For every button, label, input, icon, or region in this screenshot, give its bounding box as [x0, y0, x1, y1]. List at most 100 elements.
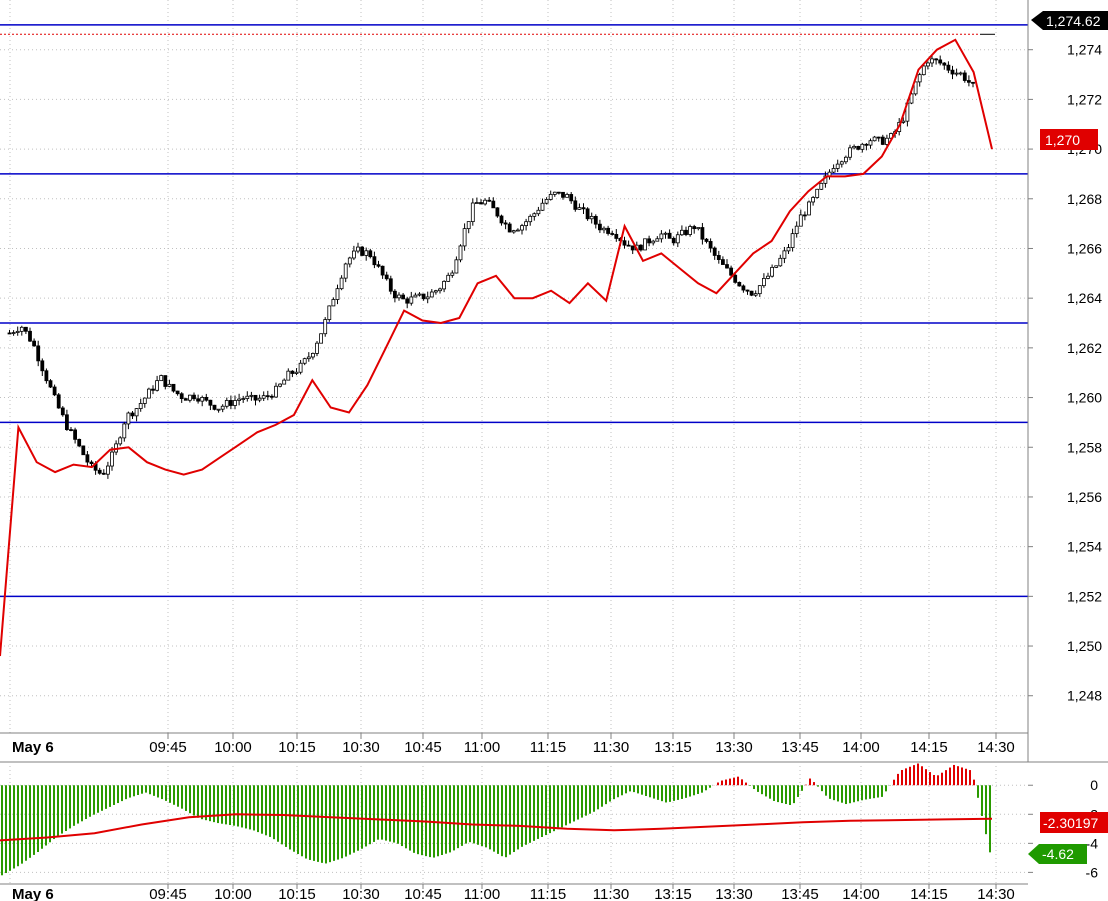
candle-body — [622, 240, 627, 246]
candle-body — [138, 403, 143, 409]
candle-body — [786, 247, 791, 252]
price-chart[interactable]: 1,248 1,250 1,252 1,254 1,256 1,258 1,260 1,262… — [0, 0, 1102, 762]
candle-body — [626, 244, 631, 247]
candle-body — [446, 274, 451, 282]
candle-body — [557, 191, 561, 194]
candle-body — [614, 233, 619, 239]
candle-body — [774, 265, 779, 268]
price-axis-label: 1,250 — [1067, 638, 1102, 654]
candle-body — [216, 408, 221, 411]
candle-body — [142, 397, 147, 404]
candle-body — [909, 93, 914, 104]
candle-body — [204, 397, 209, 401]
candle-body — [274, 385, 278, 398]
candle-body — [40, 360, 45, 372]
candle-body — [938, 59, 943, 64]
candle-body — [196, 398, 201, 402]
price-time-axis: May 6 09:45 10:00 10:15 10:30 10:45 11:00 11:15… — [0, 732, 1028, 756]
oscillator-time-label: 11:00 — [464, 886, 500, 901]
candle-body — [680, 229, 684, 236]
candle-body — [917, 74, 922, 83]
candle-body — [639, 244, 643, 251]
histogram-tag: -4.62 — [1028, 844, 1087, 864]
candle-body — [470, 202, 475, 223]
candle-body — [708, 241, 713, 249]
candle-body — [954, 72, 959, 75]
candle-body — [106, 465, 110, 475]
candle-body — [237, 398, 242, 401]
candle-body — [433, 290, 438, 293]
candle-body — [429, 291, 434, 298]
price-time-label: 14:15 — [910, 739, 948, 756]
candle-body — [848, 147, 852, 158]
candle-body — [192, 394, 196, 400]
price-time-label: 10:30 — [342, 739, 380, 756]
candle-body — [454, 259, 459, 274]
price-time-label: 11:30 — [593, 739, 629, 756]
price-axis-label: 1,256 — [1067, 489, 1102, 505]
candle-body — [544, 199, 549, 204]
candle-body — [347, 257, 352, 265]
price-axis[interactable]: 1,248 1,250 1,252 1,254 1,256 1,258 1,260 1,262… — [1027, 0, 1102, 762]
oscillator-time-label: 09:45 — [149, 886, 187, 901]
signal-tag-shape — [1040, 812, 1108, 833]
candle-body — [782, 250, 787, 259]
candle-body — [155, 380, 160, 391]
price-time-label: 13:45 — [781, 739, 819, 756]
candle-body — [934, 58, 938, 61]
oscillator-chart[interactable]: 0-2-4-6 May 609:4510:0010:1510:3010:4511… — [0, 762, 1098, 901]
candle-body — [655, 238, 660, 242]
candle-body — [56, 394, 61, 409]
signal-tag-text: -2.30197 — [1043, 815, 1098, 831]
candle-body — [401, 294, 406, 300]
candle-body — [507, 223, 512, 233]
horizontal-levels[interactable] — [0, 24, 1028, 598]
candle-body — [860, 143, 865, 150]
candle-body — [233, 400, 237, 406]
candle-body — [712, 247, 717, 256]
candle-body — [753, 293, 758, 296]
price-time-label: 10:00 — [214, 739, 252, 756]
price-time-label: 10:15 — [278, 739, 316, 756]
candle-body — [745, 289, 750, 292]
price-axis-label: 1,254 — [1067, 539, 1102, 555]
candle-body — [97, 469, 102, 474]
candle-body — [327, 305, 332, 320]
price-axis-label: 1,264 — [1067, 290, 1102, 306]
candle-body — [700, 227, 705, 240]
candle-body — [552, 191, 557, 195]
candle-body — [643, 238, 647, 251]
candle-body — [885, 137, 889, 145]
price-axis-label: 1,258 — [1067, 439, 1102, 455]
candle-body — [741, 285, 746, 291]
price-time-label: 14:30 — [977, 739, 1015, 756]
candle-body — [798, 214, 803, 227]
candle-body — [852, 145, 856, 149]
price-axis-label: 1,262 — [1067, 340, 1102, 356]
last-price-tag-text: 1,274.62 — [1046, 13, 1101, 29]
oscillator-time-label: 11:15 — [530, 886, 566, 901]
candle-body — [212, 404, 217, 410]
candle-body — [495, 207, 500, 217]
candle-body — [306, 356, 311, 360]
candle-body — [532, 213, 537, 217]
candle-body — [844, 156, 848, 163]
candle-body — [81, 445, 86, 456]
candle-body — [179, 393, 184, 400]
oscillator-histogram — [1, 763, 991, 876]
candle-body — [630, 245, 635, 251]
candle-body — [778, 257, 783, 267]
red-indicator-line — [0, 38, 993, 657]
candle-body — [593, 215, 598, 225]
candle-body — [573, 200, 578, 210]
candle-body — [790, 233, 795, 249]
oscillator-time-label: 14:30 — [977, 886, 1015, 901]
candle-body — [483, 199, 488, 205]
candle-body — [827, 171, 832, 177]
candle-body — [175, 390, 180, 395]
candle-body — [577, 207, 582, 210]
candle-body — [872, 136, 877, 142]
candle-body — [85, 454, 90, 463]
oscillator-date-label: May 6 — [12, 886, 54, 901]
price-axis-label: 1,252 — [1067, 588, 1102, 604]
